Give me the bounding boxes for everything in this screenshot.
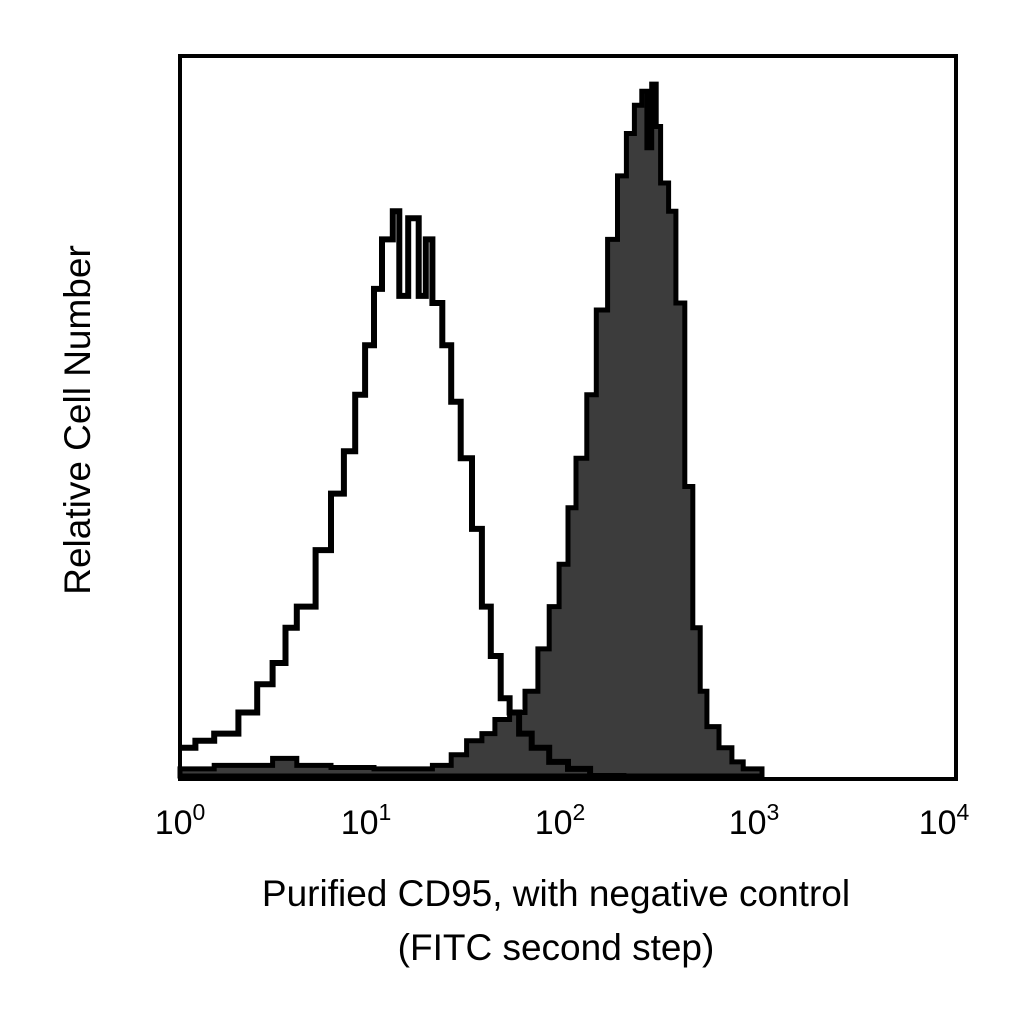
x-tick-label: 101 [341,799,392,842]
x-tick-labels: 100 101 102 103 104 [155,799,970,842]
x-tick-label: 103 [729,799,780,842]
filled-histogram-series [177,81,765,779]
outline-histogram-series [180,208,627,779]
x-tick-label: 102 [535,799,586,842]
x-axis-label-line2: (FITC second step) [398,927,715,968]
plot-frame [178,54,958,781]
plot-area [177,81,765,779]
x-tick-label: 100 [155,799,206,842]
x-axis-label: Purified CD95, with negative control [262,873,850,914]
y-axis-label: Relative Cell Number [57,245,98,595]
x-tick-label: 104 [919,799,970,842]
